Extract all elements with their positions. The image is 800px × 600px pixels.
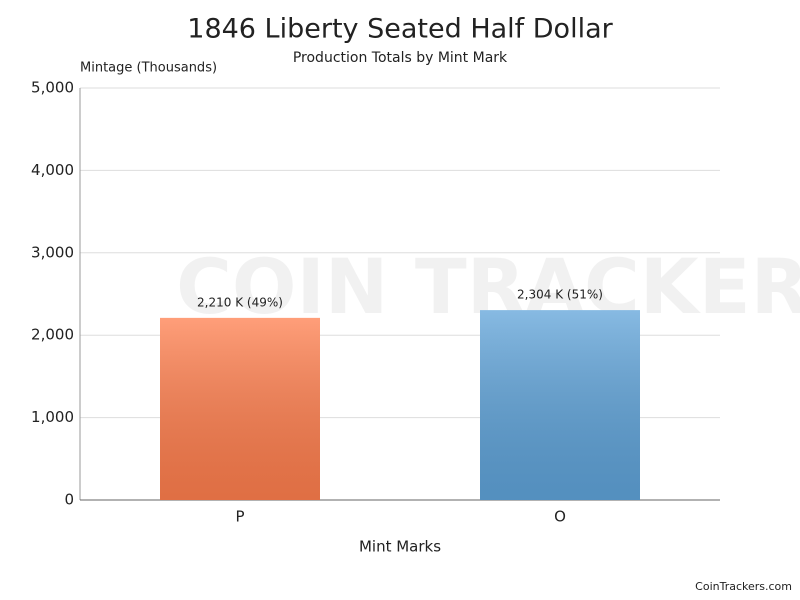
x-tick-label: O xyxy=(554,508,566,526)
value-label: 2,304 K (51%) xyxy=(517,288,603,302)
x-tick-label: P xyxy=(235,508,244,526)
y-tick-label: 3,000 xyxy=(31,243,74,261)
y-tick-label: 2,000 xyxy=(31,326,74,344)
chart-title: 1846 Liberty Seated Half Dollar xyxy=(187,14,613,45)
bar-shade xyxy=(160,317,320,500)
y-tick-label: 0 xyxy=(64,491,74,509)
value-label: 2,210 K (49%) xyxy=(197,295,283,309)
y-tick-label: 1,000 xyxy=(31,408,74,426)
y-tick-label: 4,000 xyxy=(31,161,74,179)
y-tick-label: 5,000 xyxy=(31,79,74,97)
chart-subtitle: Production Totals by Mint Mark xyxy=(293,50,508,66)
y-axis-label: Mintage (Thousands) xyxy=(80,61,217,76)
bar-shade xyxy=(480,310,640,500)
x-axis-label: Mint Marks xyxy=(359,538,441,556)
credit: CoinTrackers.com xyxy=(695,580,792,593)
